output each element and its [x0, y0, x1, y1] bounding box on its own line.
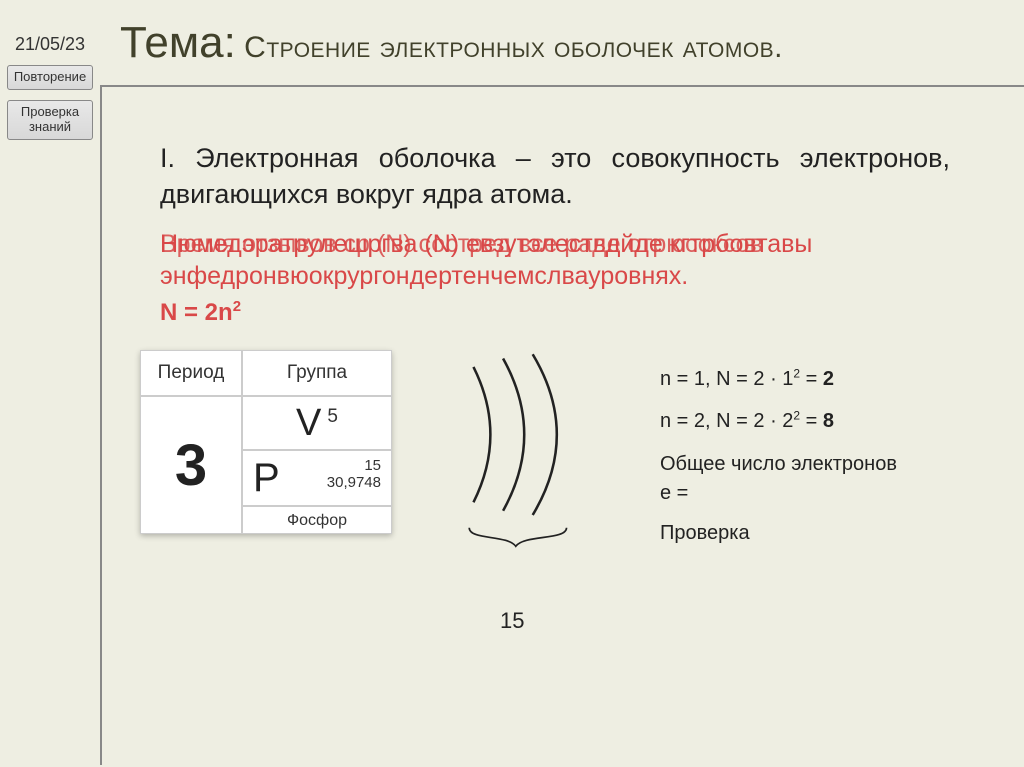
element-card: Период Группа 3 V 5 P 15 30,9748 Фосфор	[140, 350, 392, 534]
group-symbol: V	[296, 402, 321, 445]
check-label: Проверка	[660, 522, 750, 545]
date-label: 21/05/23	[0, 34, 100, 55]
divider-horizontal	[100, 85, 1024, 87]
electron-shells-diagram	[420, 350, 620, 570]
formula: N = 2n2	[160, 298, 241, 327]
element-symbol: P	[253, 456, 280, 501]
group-cell: V 5	[242, 396, 392, 450]
group-header: Группа	[242, 350, 392, 396]
group-number: 5	[327, 406, 338, 428]
repeat-button[interactable]: Повторение	[7, 65, 93, 90]
brace-icon	[469, 528, 566, 547]
red-line-2: энфедронвюокрургондертенчемслвауровнях.	[160, 260, 950, 293]
period-value: 3	[140, 396, 242, 534]
shell-arc-1	[473, 367, 490, 502]
atomic-mass: 30,9748	[327, 474, 381, 491]
shell-arc-3	[533, 354, 557, 515]
total-electrons-label: Общее число электронов е =	[660, 450, 897, 508]
equation-n1: n = 1, N = 2 · 12 = 2	[660, 360, 834, 398]
overlapped-red-text: Нюмедэратрулешргва (N) евзутэлествдйде к…	[160, 228, 950, 293]
atomic-number: 15	[327, 457, 381, 474]
title-prefix: Тема:	[120, 18, 236, 67]
definition-text: I. Электронная оболочка – это совокупнос…	[160, 140, 950, 213]
red-line-1b: Время отзывов ср (N) состред все раде от…	[160, 228, 763, 261]
title-text: Строение электронных оболочек атомов.	[244, 31, 783, 64]
page-title: Тема: Строение электронных оболочек атом…	[120, 18, 783, 68]
equation-n2: n = 2, N = 2 · 22 = 8	[660, 402, 834, 440]
equations-block: n = 1, N = 2 · 12 = 2 n = 2, N = 2 · 22 …	[660, 360, 834, 444]
element-name: Фосфор	[242, 506, 392, 534]
brace-value: 15	[500, 608, 524, 634]
element-cell: P 15 30,9748	[242, 450, 392, 506]
divider-vertical	[100, 85, 102, 765]
shell-arc-2	[503, 358, 524, 510]
sidebar: 21/05/23 Повторение Проверка знаний	[0, 0, 100, 767]
test-button[interactable]: Проверка знаний	[7, 100, 93, 140]
period-header: Период	[140, 350, 242, 396]
